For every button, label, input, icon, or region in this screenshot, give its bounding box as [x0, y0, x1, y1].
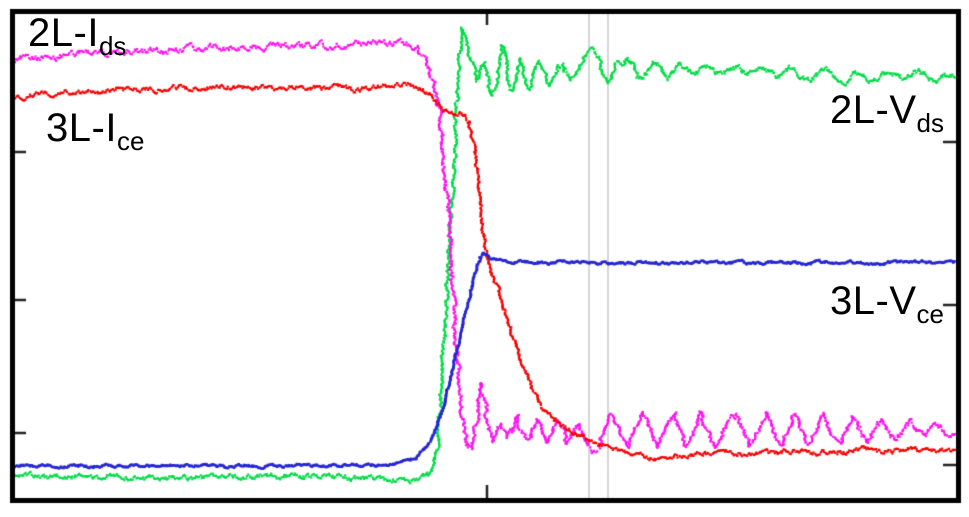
label-3l-ice-sub: ce [116, 126, 145, 156]
label-3l-vce-sub: ce [916, 299, 944, 329]
label-3l-ice-main: 3L-I [46, 106, 117, 150]
label-3l-ice: 3L-Ice [46, 106, 144, 154]
label-2l-ids-main: 2L-I [28, 11, 99, 55]
label-2l-vds-main: 2L-V [830, 88, 917, 132]
label-2l-ids: 2L-Ids [28, 11, 126, 59]
label-2l-vds: 2L-Vds [830, 88, 944, 136]
label-3l-vce: 3L-Vce [830, 279, 944, 327]
label-2l-vds-sub: ds [916, 108, 944, 138]
label-3l-vce-main: 3L-V [830, 279, 917, 323]
label-2l-ids-sub: ds [98, 31, 127, 61]
